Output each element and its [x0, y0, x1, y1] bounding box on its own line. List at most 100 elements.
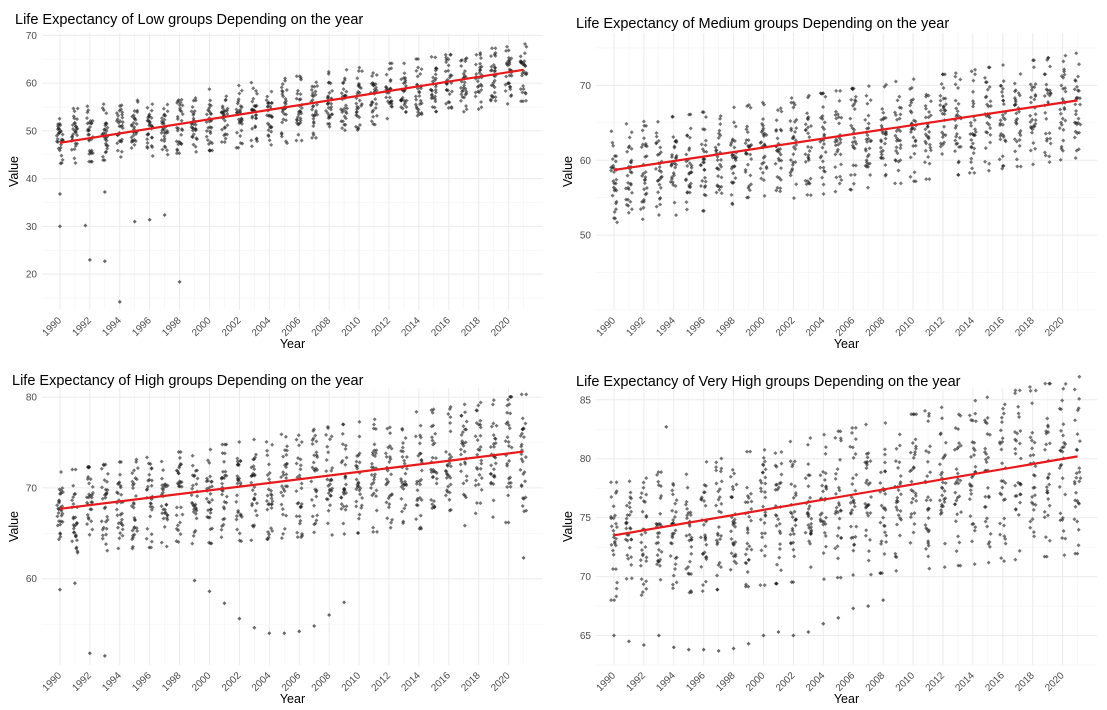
data-point [279, 475, 284, 480]
data-point [204, 120, 209, 125]
data-point [715, 166, 720, 171]
data-point [611, 185, 616, 190]
data-point [807, 135, 812, 140]
data-point [310, 84, 315, 89]
data-point [759, 480, 764, 485]
data-point [687, 524, 692, 529]
data-point [371, 525, 376, 530]
data-point [928, 99, 933, 104]
data-point [654, 134, 659, 139]
data-point [354, 459, 359, 464]
data-point [1072, 135, 1077, 140]
data-point [1017, 441, 1022, 446]
data-point [491, 421, 496, 426]
data-point [1031, 65, 1036, 70]
data-point [222, 140, 227, 145]
data-point [90, 484, 95, 489]
data-point [818, 473, 823, 478]
data-point [839, 535, 844, 540]
data-point [250, 126, 255, 131]
data-point [60, 511, 65, 516]
data-point [878, 571, 883, 576]
data-point [791, 145, 796, 150]
data-point [641, 480, 646, 485]
data-point [943, 102, 948, 107]
data-point [101, 525, 106, 530]
data-point [311, 436, 316, 441]
data-point [434, 476, 439, 481]
data-point [75, 549, 80, 554]
data-point [417, 479, 422, 484]
data-point [404, 466, 409, 471]
data-point [1076, 74, 1081, 79]
data-point [983, 519, 988, 524]
data-point [344, 482, 349, 487]
data-point [310, 93, 315, 98]
data-point [191, 116, 196, 121]
data-point [1003, 536, 1008, 541]
chart-panel-very-high: 65 70 75 80 85 1990 1992 1994 1996 1998 2000 2002 20… [554, 355, 1107, 710]
data-point [673, 562, 678, 567]
data-point [869, 495, 874, 500]
data-point [852, 504, 857, 509]
data-point [761, 126, 766, 131]
data-point [613, 159, 618, 164]
data-point [1000, 461, 1005, 466]
data-point [987, 539, 992, 544]
data-point [908, 103, 913, 108]
data-point [743, 141, 748, 146]
data-point [327, 113, 332, 118]
data-point [159, 476, 164, 481]
data-point [642, 187, 647, 192]
data-point [416, 65, 421, 70]
data-point [805, 510, 810, 515]
data-point [806, 158, 811, 163]
data-point [927, 528, 932, 533]
data-point [1073, 418, 1078, 423]
data-point [219, 140, 224, 145]
data-point [284, 88, 289, 93]
data-point [194, 508, 199, 513]
data-point [623, 537, 628, 542]
data-point [509, 445, 514, 450]
data-point [897, 460, 902, 465]
data-point [372, 454, 377, 459]
data-point [519, 444, 524, 449]
data-point [238, 133, 243, 138]
data-point [518, 54, 523, 59]
data-point-outlier [72, 581, 77, 586]
data-point [970, 141, 975, 146]
data-point [938, 103, 943, 108]
data-point [746, 138, 751, 143]
data-point [387, 61, 392, 66]
data-point [644, 492, 649, 497]
data-point [641, 582, 646, 587]
data-point [325, 121, 330, 126]
data-point [208, 98, 213, 103]
data-point [685, 485, 690, 490]
data-point [941, 104, 946, 109]
data-point [850, 445, 855, 450]
data-point [134, 526, 139, 531]
data-point [1045, 136, 1050, 141]
data-point [328, 478, 333, 483]
data-point [909, 412, 914, 417]
data-point [1018, 133, 1023, 138]
data-point [429, 435, 434, 440]
data-point [238, 480, 243, 485]
data-point [972, 453, 977, 458]
data-point [1072, 387, 1077, 392]
grid [42, 388, 543, 665]
data-point [748, 105, 753, 110]
data-point [1031, 58, 1036, 63]
data-point [655, 522, 660, 527]
data-point [866, 558, 871, 563]
data-point [731, 554, 736, 559]
data-point [909, 85, 914, 90]
data-point [654, 141, 659, 146]
data-point [403, 83, 408, 88]
data-point [195, 137, 200, 142]
data-point [299, 481, 304, 486]
data-point-outlier [701, 647, 706, 652]
data-point [655, 119, 660, 124]
